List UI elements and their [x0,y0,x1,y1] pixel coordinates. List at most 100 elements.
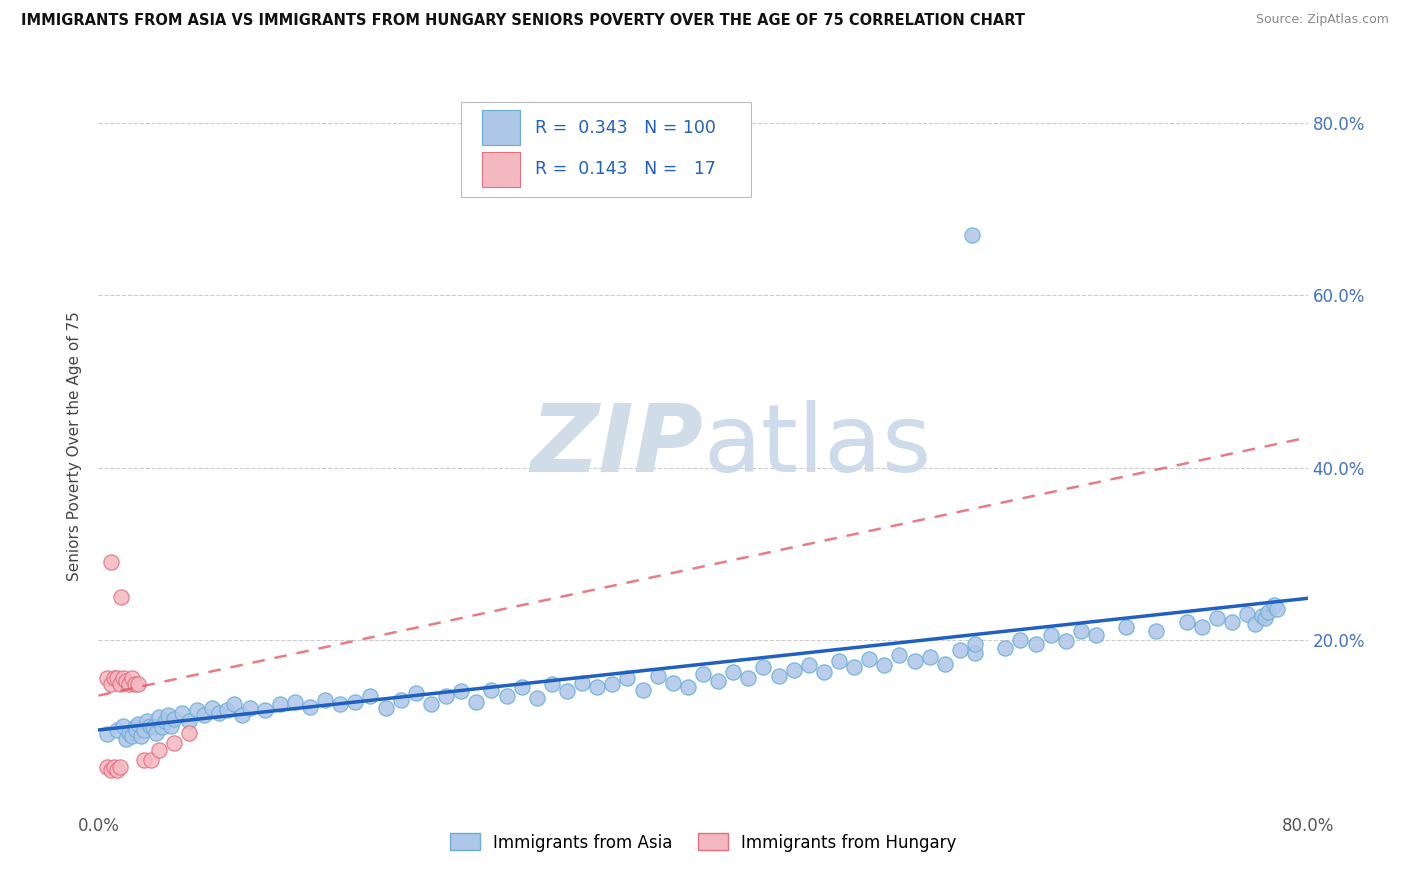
Point [201,701,224,715]
Point [389,693,412,707]
Point [616,671,638,685]
Point [465,695,488,709]
Point [965,646,987,660]
Point [723,665,745,680]
Point [186,703,208,717]
Point [103,671,125,685]
FancyBboxPatch shape [461,103,751,197]
Point [858,651,880,665]
Point [1257,605,1279,619]
Point [737,671,759,685]
Point [1115,620,1137,634]
Point [299,699,322,714]
Text: ZIP: ZIP [530,400,703,492]
Point [526,691,548,706]
Point [1144,624,1167,638]
Point [495,689,517,703]
Point [1039,628,1062,642]
Point [586,680,609,694]
Y-axis label: Seniors Poverty Over the Age of 75: Seniors Poverty Over the Age of 75 [67,311,83,581]
FancyBboxPatch shape [482,152,520,186]
Point [571,675,593,690]
Point [873,658,896,673]
Point [118,725,141,739]
Point [1175,615,1198,630]
Point [828,654,851,668]
Point [127,717,149,731]
Point [314,693,336,707]
Point [374,701,396,715]
Point [148,710,170,724]
Point [111,671,134,685]
Point [105,764,128,778]
Point [602,677,624,691]
Point [139,719,162,733]
Point [450,684,472,698]
Point [141,753,163,767]
Point [1243,617,1265,632]
Point [121,729,143,743]
Text: IMMIGRANTS FROM ASIA VS IMMIGRANTS FROM HUNGARY SENIORS POVERTY OVER THE AGE OF : IMMIGRANTS FROM ASIA VS IMMIGRANTS FROM … [21,13,1025,29]
Point [153,714,176,729]
Point [1206,611,1229,625]
Point [949,643,972,657]
Point [1263,598,1285,612]
Point [1236,607,1258,621]
Point [1085,628,1108,642]
Point [100,677,122,691]
Point [707,673,730,688]
Point [129,729,152,743]
Point [111,719,134,733]
Point [142,720,165,734]
Point [231,708,253,723]
Point [647,669,669,683]
Point [125,723,148,737]
Point [844,660,866,674]
Point [661,675,683,690]
Text: R =  0.143   N =   17: R = 0.143 N = 17 [534,160,716,178]
Point [904,654,927,668]
Point [124,720,146,734]
Point [160,719,183,733]
Point [100,555,122,569]
Point [132,753,155,767]
Point [150,720,173,734]
Point [127,677,149,691]
Point [631,682,654,697]
Point [420,697,443,711]
Point [239,701,262,715]
Point [179,725,201,739]
Point [179,714,201,729]
Point [692,667,714,681]
Point [121,671,143,685]
Point [994,641,1017,656]
Point [269,697,291,711]
Point [1254,611,1277,625]
Point [135,714,157,729]
Point [96,671,118,685]
Point [284,695,307,709]
Point [768,669,790,683]
Point [148,743,170,757]
Point [510,680,533,694]
Point [1024,637,1046,651]
Point [156,708,179,723]
Point [193,708,215,723]
Point [253,703,276,717]
Point [1267,602,1289,616]
Point [1220,615,1243,630]
Point [208,706,231,720]
Point [889,648,911,662]
Point [163,712,186,726]
Point [405,686,427,700]
Legend: Immigrants from Asia, Immigrants from Hungary: Immigrants from Asia, Immigrants from Hu… [443,827,963,858]
Point [96,760,118,774]
Point [105,723,128,737]
Point [108,677,131,691]
Point [797,658,820,673]
Point [100,764,122,778]
Point [1010,632,1032,647]
Point [163,736,186,750]
Point [110,590,132,604]
Point [1070,624,1092,638]
